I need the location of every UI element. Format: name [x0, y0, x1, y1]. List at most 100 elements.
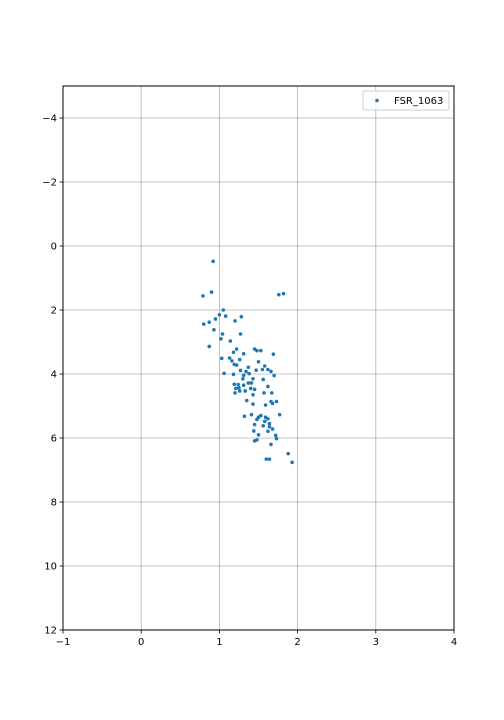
data-point	[223, 314, 228, 318]
x-axis: −1 0 1 2 3 4	[56, 630, 457, 648]
data-point	[269, 391, 274, 395]
data-point	[267, 425, 272, 429]
legend-label: FSR_1063	[394, 96, 443, 107]
data-point	[219, 356, 224, 361]
data-point	[251, 377, 255, 381]
data-point	[264, 457, 269, 461]
data-point	[232, 382, 237, 387]
data-point	[238, 332, 243, 336]
data-point	[241, 352, 246, 356]
x-tick-label: 4	[451, 637, 457, 648]
data-point	[237, 389, 242, 393]
data-point	[256, 360, 261, 364]
data-point	[246, 381, 251, 385]
y-tick-label: −4	[42, 114, 57, 125]
data-point	[277, 292, 281, 297]
data-point	[207, 320, 212, 324]
data-point	[236, 382, 240, 387]
data-point	[201, 294, 205, 298]
data-point	[213, 317, 218, 321]
data-point	[207, 344, 212, 349]
data-point	[241, 383, 246, 388]
data-point	[254, 368, 258, 372]
data-point	[266, 384, 270, 389]
data-point	[231, 372, 236, 377]
data-point	[234, 363, 239, 367]
y-axis: −4 −2 0 2 4 6 8 10 12	[42, 114, 63, 637]
data-point	[255, 417, 259, 422]
data-point	[273, 433, 278, 438]
data-point	[219, 337, 223, 341]
data-point	[252, 439, 257, 443]
data-point	[266, 429, 270, 434]
y-tick-label: 2	[51, 306, 57, 317]
data-point	[244, 369, 248, 374]
data-point	[267, 421, 272, 426]
data-point	[271, 352, 276, 356]
data-point	[233, 391, 237, 395]
data-point	[281, 291, 286, 296]
data-point	[269, 369, 273, 374]
data-point	[248, 386, 253, 391]
data-point	[239, 314, 244, 319]
y-tick-label: 0	[51, 242, 57, 253]
data-point	[261, 377, 265, 382]
data-point	[266, 417, 270, 421]
data-point	[251, 402, 255, 406]
data-point	[267, 457, 272, 461]
data-point	[227, 356, 232, 360]
data-point	[222, 371, 226, 376]
y-tick-label: −2	[42, 178, 57, 189]
data-point	[241, 373, 246, 378]
y-tick-label: 12	[44, 626, 57, 637]
data-point	[221, 308, 226, 312]
legend-box	[362, 90, 450, 111]
data-point	[244, 398, 249, 403]
data-point	[270, 401, 275, 406]
legend: FSR_1063	[362, 90, 450, 111]
data-point	[237, 357, 242, 362]
data-point	[262, 391, 266, 395]
data-point	[262, 364, 267, 368]
data-point	[217, 313, 222, 317]
data-point	[251, 393, 255, 397]
data-point	[274, 436, 279, 441]
data-point	[266, 367, 270, 372]
data-point	[274, 399, 279, 404]
data-point	[249, 381, 254, 385]
data-point	[252, 429, 256, 433]
data-point	[234, 386, 238, 391]
data-point	[270, 427, 275, 431]
data-point	[263, 403, 268, 407]
data-point	[260, 367, 265, 372]
data-point	[234, 347, 239, 351]
data-point	[286, 451, 291, 456]
data-point	[261, 424, 265, 428]
data-point	[241, 377, 245, 381]
data-point	[201, 322, 206, 326]
data-point	[256, 433, 261, 437]
axes-frame	[62, 85, 455, 631]
data-point	[220, 332, 225, 336]
data-point	[228, 339, 233, 343]
data-point	[209, 290, 214, 294]
legend-marker	[375, 98, 379, 103]
x-tick-label: 2	[294, 637, 300, 648]
data-point	[249, 412, 254, 417]
x-tick-label: 3	[373, 637, 379, 648]
data-point	[246, 365, 251, 370]
data-point	[252, 422, 257, 427]
data-point	[290, 460, 294, 465]
data-point	[212, 328, 216, 332]
data-point	[262, 419, 267, 424]
data-point	[272, 373, 276, 378]
data-point	[211, 259, 215, 264]
data-points	[201, 259, 294, 465]
data-point	[247, 371, 251, 376]
data-point	[242, 414, 247, 419]
data-point	[233, 319, 237, 323]
y-tick-label: 6	[51, 434, 57, 445]
data-point	[269, 442, 273, 447]
